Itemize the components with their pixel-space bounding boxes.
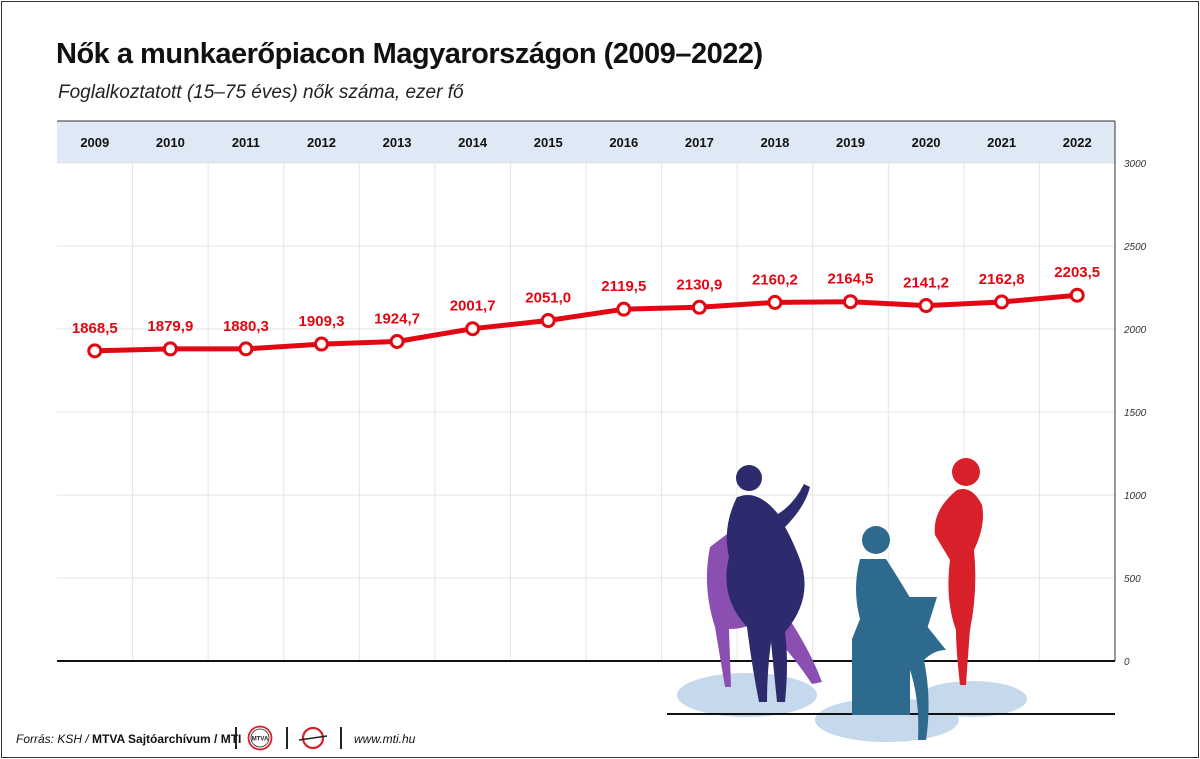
data-label: 2130,9 (676, 276, 722, 293)
website-link[interactable]: www.mti.hu (354, 732, 416, 746)
data-label: 1868,5 (72, 320, 118, 337)
y-tick-label: 2500 (1123, 242, 1147, 253)
x-tick-label: 2015 (534, 135, 563, 150)
laptop-woman-head (862, 526, 890, 554)
data-label: 1879,9 (147, 318, 193, 335)
floor-shadow (917, 681, 1027, 717)
data-label: 2119,5 (601, 278, 646, 295)
x-tick-label: 2013 (383, 135, 412, 150)
data-label: 2164,5 (828, 271, 874, 288)
series-line (94, 292, 1078, 354)
data-point (1069, 287, 1085, 303)
laptop-woman-silhouette (852, 559, 946, 740)
mtva-logo-text: MTVA (252, 737, 269, 743)
x-tick-label: 2016 (609, 135, 638, 150)
footer: Forrás: KSH / MTVA Sajtóarchívum / MTI M… (2, 718, 1198, 757)
hairdresser-head (736, 465, 762, 491)
data-label: 1880,3 (223, 318, 269, 335)
data-point (314, 336, 329, 352)
data-point (843, 294, 858, 310)
red-woman-silhouette (934, 489, 983, 685)
y-tick-label: 3000 (1124, 159, 1147, 170)
data-point (616, 301, 632, 317)
source-credit: Forrás: KSH / MTVA Sajtóarchívum / MTI (16, 732, 241, 746)
data-label: 2141,2 (903, 275, 949, 292)
y-tick-label: 1000 (1124, 491, 1147, 502)
data-label: 1924,7 (374, 310, 420, 327)
laptop-icon (885, 597, 937, 629)
source-agency: MTVA Sajtóarchívum / MTI (92, 732, 242, 746)
data-point (389, 333, 405, 349)
x-tick-label: 2009 (80, 135, 109, 150)
chart-title: Nők a munkaerőpiacon Magyarországon (200… (56, 38, 763, 70)
x-tick-label: 2018 (760, 135, 789, 150)
data-point (162, 341, 178, 357)
data-label: 2203,5 (1054, 264, 1100, 281)
floor-shadow (677, 673, 817, 717)
source-label: Forrás: KSH / (16, 732, 89, 746)
x-tick-label: 2020 (912, 135, 941, 150)
x-tick-label: 2019 (836, 135, 865, 150)
chart-subtitle: Foglalkoztatott (15–75 éves) nők száma, … (58, 82, 464, 103)
data-point (994, 294, 1010, 310)
hairdresser-silhouette (726, 484, 810, 702)
data-point (918, 298, 934, 314)
data-point (540, 313, 556, 329)
y-tick-label: 0 (1124, 657, 1130, 668)
y-tick-label: 2000 (1123, 325, 1147, 336)
divider (235, 727, 237, 749)
data-point (465, 321, 481, 337)
x-tick-label: 2011 (232, 135, 260, 150)
data-point (767, 294, 783, 310)
red-woman-head (952, 458, 980, 486)
x-tick-label: 2010 (156, 135, 185, 150)
mti-logo-icon (298, 726, 328, 750)
data-point (87, 343, 103, 359)
women-silhouettes-illustration-icon (667, 458, 1115, 742)
data-point (238, 341, 254, 357)
divider (340, 727, 342, 749)
x-axis-header-band (57, 121, 1115, 163)
mtva-logo-icon: MTVA (247, 725, 273, 751)
data-label: 1909,3 (299, 313, 345, 330)
x-tick-label: 2014 (458, 135, 488, 150)
y-tick-label: 500 (1124, 574, 1141, 585)
data-label: 2162,8 (979, 271, 1025, 288)
x-tick-label: 2017 (685, 135, 714, 150)
divider (286, 727, 288, 749)
data-label: 2160,2 (752, 271, 798, 288)
data-label: 2001,7 (450, 298, 496, 315)
data-label: 2051,0 (525, 290, 571, 307)
y-tick-label: 1500 (1124, 408, 1147, 419)
x-tick-label: 2021 (987, 135, 1016, 150)
data-point (691, 299, 707, 315)
x-tick-label: 2012 (307, 135, 336, 150)
x-tick-label: 2022 (1063, 135, 1092, 150)
